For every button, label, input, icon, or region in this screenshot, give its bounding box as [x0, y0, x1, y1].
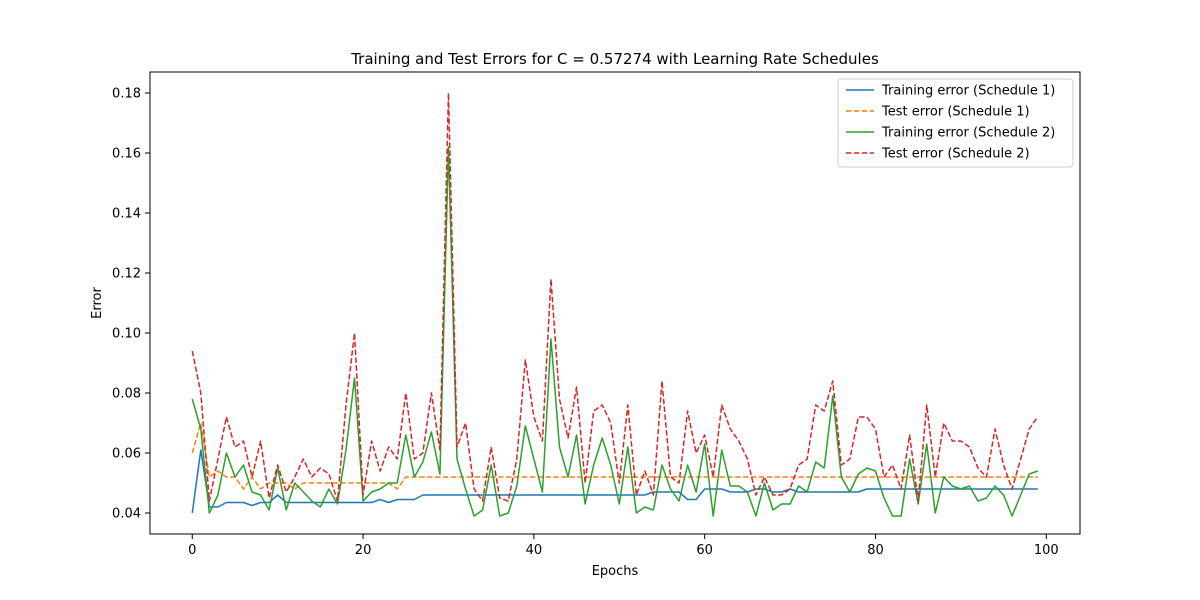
legend: Training error (Schedule 1) Test error (S… — [837, 78, 1074, 168]
y-axis: 0.04 0.06 0.08 0.10 0.12 0.14 0.16 0.18 — [112, 87, 150, 522]
x-tick-label: 20 — [355, 543, 372, 558]
legend-label-4: Test error (Schedule 2) — [881, 147, 1030, 162]
x-tick-label: 60 — [696, 543, 713, 558]
legend-label-2: Test error (Schedule 1) — [881, 105, 1030, 120]
y-tick-label: 0.12 — [112, 267, 141, 282]
axes-frame — [149, 71, 1081, 535]
legend-label-1: Training error (Schedule 1) — [881, 84, 1055, 99]
y-tick-label: 0.04 — [112, 507, 141, 522]
legend-label-3: Training error (Schedule 2) — [881, 126, 1055, 141]
series-line-1 — [191, 449, 1038, 514]
y-tick-label: 0.06 — [112, 447, 141, 462]
y-tick-label: 0.08 — [112, 387, 141, 402]
series-line-4 — [191, 92, 1039, 502]
x-axis-label: Epochs — [592, 564, 639, 579]
x-tick-label: 100 — [1034, 543, 1059, 558]
plot-area — [149, 71, 1081, 535]
x-tick-label: 80 — [867, 543, 884, 558]
y-tick-label: 0.18 — [112, 87, 141, 102]
series-layer — [191, 92, 1039, 517]
y-tick-label: 0.14 — [112, 207, 141, 222]
y-tick-label: 0.10 — [112, 327, 141, 342]
x-tick-label: 40 — [526, 543, 543, 558]
x-axis: 0 20 40 60 80 100 — [188, 534, 1059, 558]
y-tick-label: 0.16 — [112, 147, 141, 162]
y-axis-label: Error — [90, 287, 105, 319]
x-tick-label: 0 — [188, 543, 196, 558]
chart-title: Training and Test Errors for C = 0.57274… — [350, 50, 879, 68]
legend-box — [837, 78, 1074, 168]
series-line-3 — [191, 146, 1038, 517]
